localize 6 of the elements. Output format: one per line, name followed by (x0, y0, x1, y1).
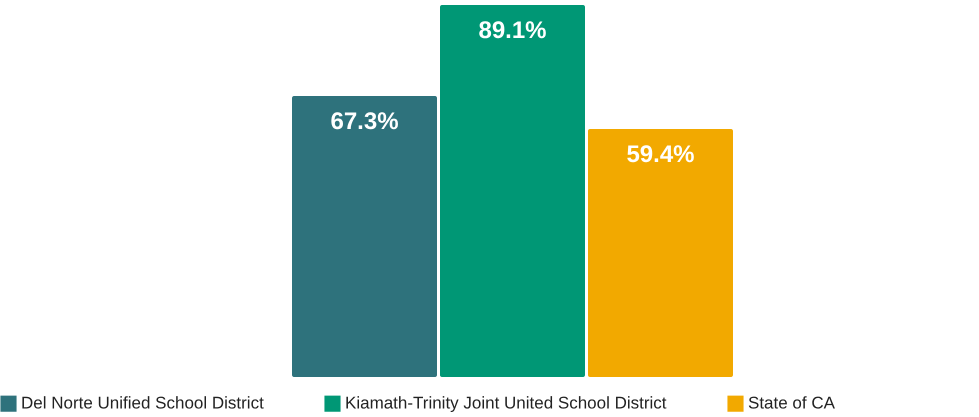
legend-label: Kiamath-Trinity Joint United School District (345, 394, 667, 413)
legend-label: Del Norte Unified School District (21, 394, 264, 413)
data-label: 67.3% (330, 108, 399, 136)
data-label: 89.1% (478, 17, 547, 44)
data-label: 59.4% (626, 141, 695, 168)
legend-label: State of CA (748, 394, 836, 413)
